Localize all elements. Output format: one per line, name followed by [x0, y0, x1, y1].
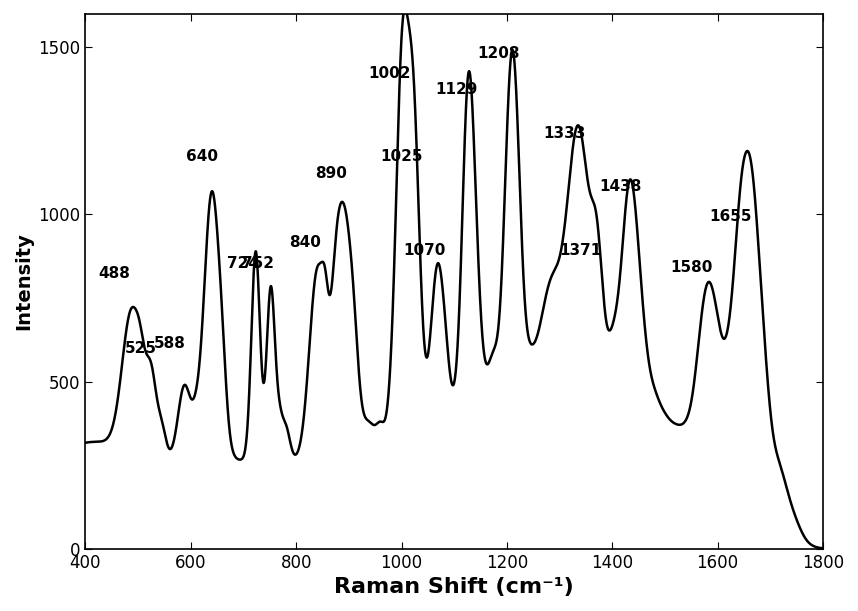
Text: 1580: 1580: [670, 260, 712, 274]
Text: 1438: 1438: [599, 180, 642, 194]
X-axis label: Raman Shift (cm⁻¹): Raman Shift (cm⁻¹): [335, 577, 574, 597]
Text: 840: 840: [289, 235, 321, 249]
Text: 1002: 1002: [369, 66, 411, 81]
Text: 1208: 1208: [478, 46, 520, 60]
Text: 1070: 1070: [403, 243, 445, 258]
Text: 640: 640: [186, 149, 219, 164]
Text: 1655: 1655: [710, 210, 752, 224]
Text: 525: 525: [124, 342, 157, 356]
Y-axis label: Intensity: Intensity: [14, 232, 33, 330]
Text: 488: 488: [99, 266, 130, 281]
Text: 1333: 1333: [544, 126, 586, 141]
Text: 1025: 1025: [380, 149, 423, 164]
Text: 724: 724: [227, 256, 259, 271]
Text: 1129: 1129: [436, 82, 478, 97]
Text: 1371: 1371: [559, 243, 601, 258]
Text: 752: 752: [242, 256, 275, 271]
Text: 588: 588: [154, 337, 185, 351]
Text: 890: 890: [316, 166, 347, 181]
